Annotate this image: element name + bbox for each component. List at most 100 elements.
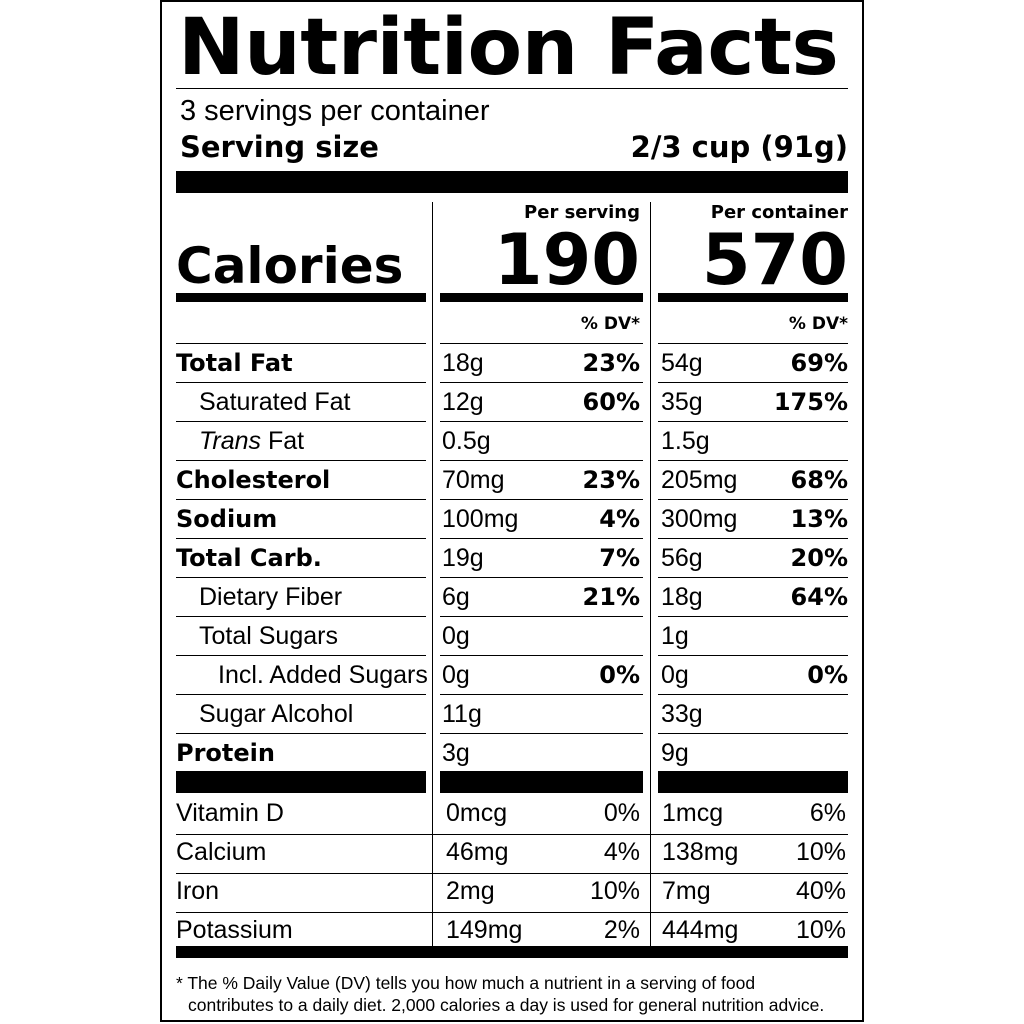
row-divider [176,460,426,461]
thick-divider-vitamins-label [176,771,426,793]
serving-dv: 23% [582,466,640,494]
serving-size-value: 2/3 cup (91g) [630,130,848,164]
serving-amount: 0.5g [442,427,491,455]
serving-dv: 21% [582,583,640,611]
row-divider [440,733,643,734]
row-divider [176,382,426,383]
serving-amount: 2mg [446,877,495,905]
nutrient-name: Trans Fat [199,426,304,456]
container-dv: 64% [790,583,848,611]
row-divider [440,499,643,500]
nutrient-name: Total Sugars [199,622,338,650]
per-container-header: Per container [710,202,848,223]
container-amount: 300mg [661,505,738,533]
thick-divider-vitamins-container [658,771,848,793]
row-divider [176,733,426,734]
row-divider [440,538,643,539]
row-divider [176,421,426,422]
nutrient-name: Protein [176,739,275,767]
container-dv: 68% [790,466,848,494]
calories-per-container: 570 [701,219,848,301]
row-divider [176,873,848,874]
nutrient-name: Sugar Alcohol [199,700,354,728]
container-amount: 0g [661,661,689,689]
container-amount: 1.5g [661,427,710,455]
container-amount: 33g [661,700,703,728]
row-divider [658,460,848,461]
container-dv: 69% [790,349,848,377]
vitamin-name: Vitamin D [176,799,284,827]
serving-dv: 7% [599,544,640,572]
vitamin-name: Calcium [176,838,267,866]
row-divider [658,577,848,578]
serving-amount: 18g [442,349,484,377]
container-dv: 10% [795,838,846,866]
label-title: Nutrition Facts [178,3,839,93]
serving-size-label: Serving size [180,130,379,164]
servings-per-container: 3 servings per container [180,95,490,127]
row-divider [440,460,643,461]
container-amount: 205mg [661,466,738,494]
serving-dv: 23% [582,349,640,377]
row-divider [176,694,426,695]
nutrition-label [160,0,864,1022]
container-amount: 9g [661,739,689,767]
container-amount: 7mg [662,877,711,905]
row-divider [176,343,426,344]
row-divider [658,343,848,344]
nutrient-name: Total Fat [176,349,293,377]
row-divider [440,577,643,578]
row-divider [658,694,848,695]
row-divider [176,499,426,500]
serving-dv: 0% [599,661,640,689]
container-dv: 175% [773,388,848,416]
footnote-line-1: * The % Daily Value (DV) tells you how m… [176,973,756,993]
row-divider [658,538,848,539]
serving-amount: 12g [442,388,484,416]
calories-bar-label [176,293,426,302]
nutrient-name-rest: Fat [261,427,305,455]
row-divider [658,382,848,383]
row-divider [176,616,426,617]
container-dv: 20% [790,544,848,572]
footnote-line-2: contributes to a daily diet. 2,000 calor… [188,995,825,1015]
row-divider [440,382,643,383]
row-divider [440,616,643,617]
serving-amount: 11g [442,700,482,728]
calories-label: Calories [176,237,404,295]
serving-dv: 60% [582,388,640,416]
row-divider [440,694,643,695]
row-divider [658,421,848,422]
nutrient-name-italic: Trans [199,427,262,455]
serving-amount: 46mg [446,838,509,866]
thick-divider-vitamins-serving [440,771,643,793]
nutrient-name: Dietary Fiber [199,583,343,611]
container-amount: 35g [661,388,703,416]
container-amount: 1g [661,622,689,650]
serving-dv: 2% [603,916,640,944]
serving-amount: 6g [442,583,470,611]
per-serving-header: Per serving [524,202,640,223]
serving-dv: 4% [599,505,640,533]
row-divider [440,343,643,344]
row-divider [658,616,848,617]
serving-amount: 70mg [442,466,505,494]
nutrient-name: Incl. Added Sugars [218,661,428,689]
row-divider [658,655,848,656]
serving-dv: 10% [589,877,640,905]
serving-amount: 100mg [442,505,519,533]
container-amount: 444mg [662,916,739,944]
container-dv: 0% [807,661,848,689]
container-dv: 10% [795,916,846,944]
container-amount: 1mcg [662,799,724,827]
row-divider [440,421,643,422]
serving-dv: 0% [603,799,640,827]
container-amount: 56g [661,544,703,572]
nutrient-name: Total Carb. [176,544,322,572]
row-divider [176,538,426,539]
container-amount: 138mg [662,838,739,866]
thick-divider-bottom [176,946,848,958]
vitamin-name: Potassium [176,916,293,944]
row-divider [440,655,643,656]
serving-amount: 149mg [446,916,523,944]
